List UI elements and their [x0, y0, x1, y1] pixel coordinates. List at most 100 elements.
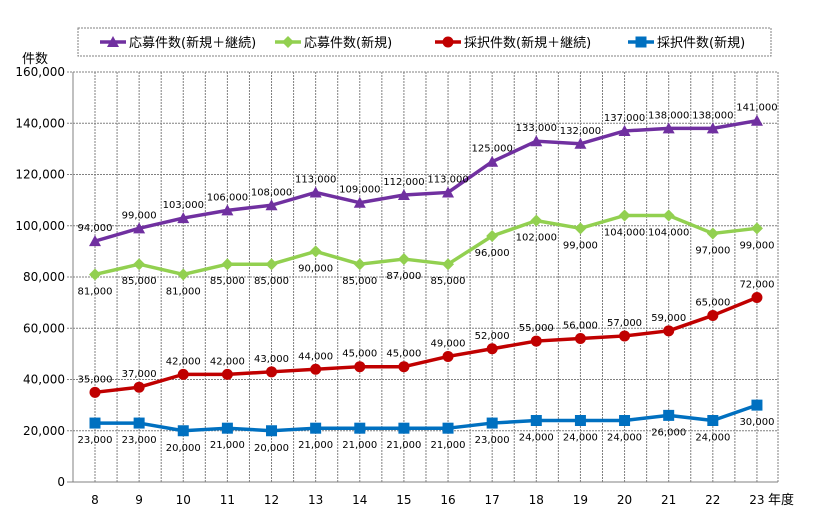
square-marker	[486, 417, 498, 429]
diamond-marker	[309, 245, 322, 258]
triangle-marker	[353, 196, 366, 208]
data-label: 87,000	[386, 271, 421, 282]
data-label: 96,000	[475, 248, 510, 259]
square-marker	[442, 422, 454, 434]
square-marker	[574, 415, 586, 426]
data-label: 65,000	[695, 297, 730, 308]
data-label: 81,000	[166, 286, 201, 297]
x-tick-label: 10	[176, 493, 191, 507]
data-label: 21,000	[342, 440, 377, 451]
diamond-marker	[353, 258, 366, 271]
circle-marker	[354, 361, 366, 373]
diamond-marker	[618, 209, 631, 222]
series-1	[89, 114, 763, 247]
y-tick-label: 120,000	[15, 168, 65, 182]
data-label: 43,000	[254, 354, 289, 365]
diamond-marker	[282, 36, 294, 48]
diamond-marker	[706, 227, 719, 240]
square-marker	[751, 399, 763, 411]
axes: 0 20,000 40,000 60,000 80,000 100,000 120,000 1…	[15, 65, 778, 507]
data-label: 94,000	[78, 223, 113, 234]
legend-item-4: 採択件数(新規)	[628, 35, 745, 51]
square-marker	[663, 409, 675, 421]
data-label: 24,000	[519, 433, 554, 444]
legend: 応募件数(新規＋継続) 応募件数(新規) 採択件数(新規＋継続) 採択件数(新規)	[77, 27, 772, 57]
data-label: 56,000	[563, 321, 598, 332]
circle-marker	[221, 368, 233, 380]
circle-marker	[442, 350, 454, 362]
data-label: 24,000	[607, 433, 642, 444]
grid	[67, 71, 779, 483]
circle-marker	[663, 325, 675, 337]
y-axis-title: 件数	[22, 52, 48, 67]
square-marker	[89, 417, 101, 429]
square-marker	[398, 422, 410, 434]
circle-marker	[133, 381, 145, 393]
data-label: 37,000	[122, 369, 157, 380]
data-label: 85,000	[431, 276, 466, 287]
data-label: 85,000	[342, 276, 377, 287]
data-label: 35,000	[78, 374, 113, 385]
legend-label: 採択件数(新規)	[657, 35, 745, 51]
data-label: 125,000	[471, 144, 512, 155]
legend-item-1: 応募件数(新規＋継続)	[100, 35, 256, 51]
y-tick-label: 0	[57, 475, 65, 489]
series-2	[89, 209, 763, 281]
square-marker	[635, 36, 647, 48]
y-tick-label: 40,000	[23, 373, 65, 387]
square-marker	[310, 422, 322, 434]
square-marker	[619, 415, 631, 426]
diamond-marker	[486, 230, 499, 242]
triangle-marker	[177, 212, 190, 224]
square-marker	[221, 422, 233, 434]
x-tick-label: 8	[91, 493, 99, 507]
triangle-marker	[107, 36, 119, 47]
triangle-marker	[221, 204, 234, 216]
data-label: 85,000	[210, 276, 245, 287]
data-label: 104,000	[604, 228, 645, 239]
diamond-marker	[133, 258, 146, 271]
data-label: 72,000	[739, 280, 774, 291]
data-label: 24,000	[563, 433, 598, 444]
diamond-marker	[750, 222, 763, 235]
diamond-marker	[574, 222, 587, 235]
data-label: 20,000	[254, 443, 289, 454]
x-tick-label: 13	[308, 493, 323, 507]
data-label: 23,000	[122, 435, 157, 446]
data-label: 85,000	[254, 276, 289, 287]
diamond-marker	[177, 268, 190, 281]
data-label: 104,000	[648, 228, 689, 239]
circle-marker	[310, 363, 322, 375]
data-label: 106,000	[207, 192, 248, 203]
series-group	[89, 114, 763, 437]
triangle-marker	[89, 235, 101, 247]
data-label: 108,000	[251, 187, 292, 198]
data-label: 102,000	[516, 233, 557, 244]
circle-marker	[707, 309, 719, 321]
data-label: 24,000	[695, 433, 730, 444]
circle-marker	[619, 330, 631, 342]
x-tick-label: 16	[440, 493, 455, 507]
triangle-marker	[750, 114, 763, 126]
circle-marker	[574, 333, 586, 344]
series-line	[95, 403, 758, 433]
data-label: 21,000	[431, 440, 466, 451]
circle-marker	[442, 36, 454, 48]
data-label: 59,000	[651, 313, 686, 324]
data-label: 42,000	[210, 356, 245, 367]
triangle-marker	[486, 155, 499, 167]
diamond-marker	[442, 258, 455, 271]
data-label: 45,000	[342, 349, 377, 360]
x-tick-label: 15	[396, 493, 411, 507]
data-label: 113,000	[427, 174, 468, 185]
diamond-marker	[530, 214, 543, 227]
data-label: 23,000	[78, 435, 113, 446]
x-tick-label: 22	[705, 493, 720, 507]
data-label: 132,000	[560, 126, 601, 137]
data-label: 138,000	[648, 110, 689, 121]
data-label: 55,000	[519, 323, 554, 334]
data-label: 23,000	[475, 435, 510, 446]
diamond-marker	[89, 268, 101, 281]
